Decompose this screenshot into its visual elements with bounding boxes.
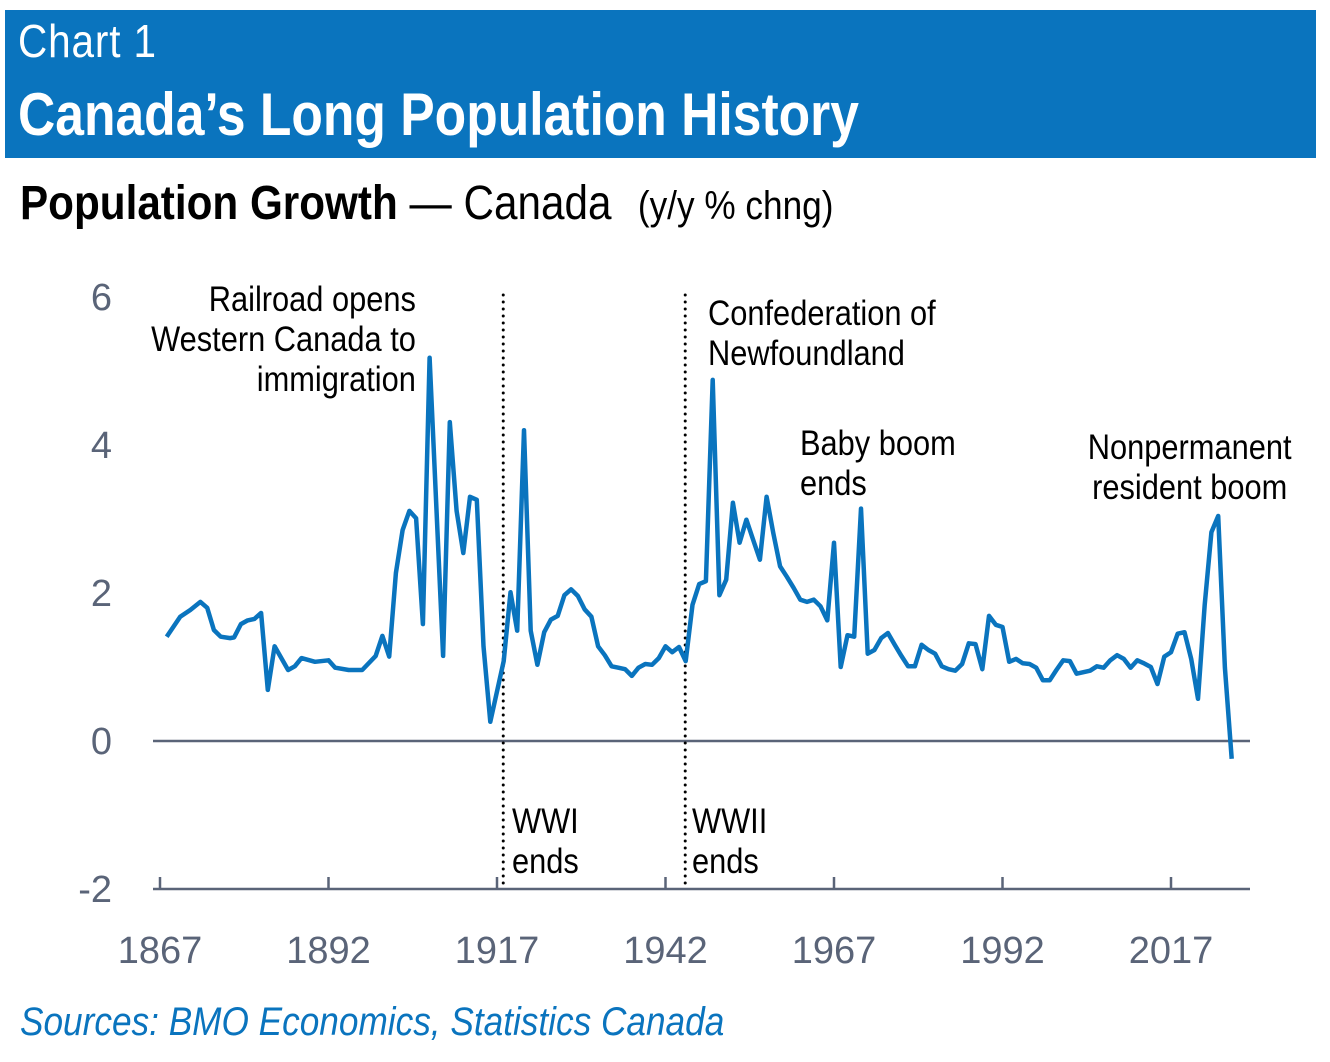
x-tick-label: 1892 (286, 930, 371, 972)
annotation-nonpermanent: Nonpermanent resident boom (1088, 428, 1292, 508)
annotation-line: immigration (256, 360, 416, 399)
y-tick-label: 0 (91, 721, 112, 763)
y-tick-label: 2 (91, 573, 112, 615)
subtitle-region: Canada (463, 177, 612, 230)
annotation-line: resident boom (1092, 468, 1288, 507)
annotation-line: Baby boom (800, 424, 956, 463)
x-tick-label: 2017 (1129, 930, 1214, 972)
subtitle-units: (y/y % chng) (637, 184, 834, 228)
annotation-line: Confederation of (708, 294, 936, 333)
x-tick-label: 1867 (118, 930, 203, 972)
annotation-line: Western Canada to (151, 320, 416, 359)
annotation-newfoundland: Confederation of Newfoundland (708, 294, 936, 374)
annotation-line: Newfoundland (708, 334, 905, 373)
annotation-line: Railroad opens (208, 280, 416, 319)
x-tick-label: 1917 (455, 930, 540, 972)
subtitle-dash: — (397, 177, 464, 230)
chart-subtitle: Population Growth — Canada (y/y % chng) (20, 176, 833, 231)
annotation-wwii: WWII ends (692, 802, 767, 882)
y-tick-label: 4 (91, 425, 112, 467)
source-note: Sources: BMO Economics, Statistics Canad… (20, 1000, 725, 1044)
y-tick-label: -2 (78, 869, 112, 911)
subtitle-bold: Population Growth (20, 177, 398, 230)
population-growth-line (164, 355, 1234, 759)
annotation-babyboom: Baby boom ends (800, 424, 956, 504)
annotation-line: ends (692, 842, 759, 881)
x-tick-label: 1942 (623, 930, 708, 972)
chart-number: Chart 1 (18, 15, 157, 67)
chart-title: Canada’s Long Population History (18, 81, 859, 148)
annotation-line: Nonpermanent (1088, 428, 1292, 467)
title-banner (5, 10, 1316, 158)
annotation-line: ends (800, 464, 867, 503)
annotation-railroad: Railroad opens Western Canada to immigra… (151, 280, 416, 400)
x-tick-label: 1967 (792, 930, 877, 972)
y-tick-label: 6 (91, 277, 112, 319)
annotation-line: WWII (692, 802, 768, 841)
annotation-line: ends (512, 842, 579, 881)
x-tick-label: 1992 (960, 930, 1045, 972)
annotation-wwi: WWI ends (512, 802, 579, 882)
annotation-line: WWI (512, 802, 579, 841)
